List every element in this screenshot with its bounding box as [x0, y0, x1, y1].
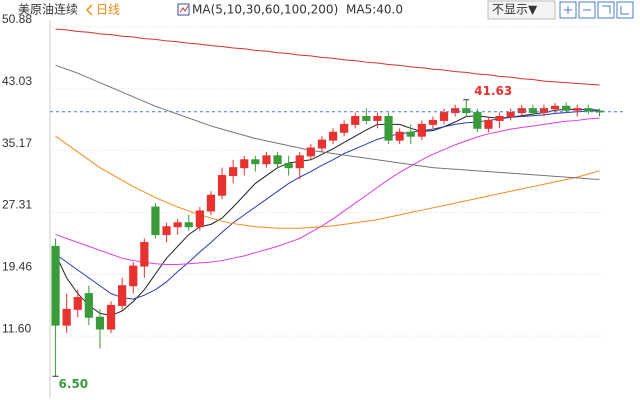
candle-body [406, 131, 415, 137]
period[interactable]: 日线 [96, 3, 120, 17]
candle-body [284, 163, 293, 169]
candle-body [395, 131, 404, 141]
ma-line [55, 64, 600, 180]
candle-body [417, 123, 426, 137]
candle-body [317, 139, 327, 149]
chart-title: 美原油连续 [18, 2, 78, 17]
ma-legend: MA(5,10,30,60,100,200) [192, 3, 338, 17]
candle-body [162, 226, 171, 236]
candle-body [528, 108, 537, 114]
toolbar-glyphs [564, 5, 629, 15]
y-tick-label: 27.31 [2, 198, 32, 212]
y-tick-label: 35.17 [2, 136, 32, 150]
candle-body [106, 304, 116, 330]
candle-body [173, 222, 182, 228]
y-tick-label: 43.03 [2, 74, 32, 88]
candle-body [562, 105, 571, 111]
ma-value: MA5:40.0 [346, 3, 403, 17]
candle-body [584, 108, 593, 112]
candle-body [262, 155, 271, 165]
ma-line [55, 110, 600, 300]
candle-body [484, 119, 493, 129]
candle-body [373, 116, 382, 121]
candle-body [550, 105, 560, 110]
candle-body [118, 285, 127, 306]
ma-icon-line [179, 5, 189, 13]
candle-body [328, 131, 338, 141]
candle-body [439, 112, 449, 121]
candle-body [184, 222, 193, 228]
candle-body [140, 241, 149, 267]
candle-body [229, 167, 238, 177]
candle-body [95, 316, 105, 330]
candle-body [351, 116, 360, 125]
candle-body [73, 297, 82, 310]
candle-body [462, 108, 471, 114]
candle-body [384, 116, 393, 141]
candle-body [206, 194, 216, 212]
candle-body [539, 108, 549, 114]
candle-body [517, 108, 526, 114]
candle-body [251, 159, 260, 165]
candle-body [273, 155, 282, 165]
ma-line [55, 28, 600, 86]
candle-body [495, 116, 504, 121]
candle-body [340, 123, 349, 133]
candle-body [51, 245, 60, 326]
toolbar [559, 1, 634, 19]
y-tick-label: 50.88 [2, 12, 32, 26]
y-tick-label: 19.46 [2, 259, 32, 273]
hide-button[interactable] [487, 0, 556, 20]
candle-body [240, 159, 249, 169]
candle-body [506, 112, 515, 118]
hide-button-label: 不显示▼ [492, 3, 538, 17]
ma-line [55, 135, 600, 229]
ma-line [55, 117, 600, 265]
high-label: 41.63 [474, 84, 512, 98]
candle-body [217, 175, 227, 196]
candle-body [62, 308, 71, 326]
candle-body [451, 108, 460, 114]
candle-body [129, 265, 138, 287]
candle-body [473, 112, 482, 129]
candle-body [151, 206, 160, 236]
candle-body [295, 155, 304, 169]
candle-body [573, 108, 582, 111]
candle-body [84, 293, 93, 318]
candle-body [195, 210, 204, 228]
candle-body [428, 119, 438, 125]
low-label: 6.50 [59, 377, 89, 391]
y-tick-label: 11.60 [2, 321, 31, 335]
candle-body [362, 116, 371, 121]
candle-body [306, 147, 315, 157]
period-arrow[interactable] [85, 4, 93, 16]
